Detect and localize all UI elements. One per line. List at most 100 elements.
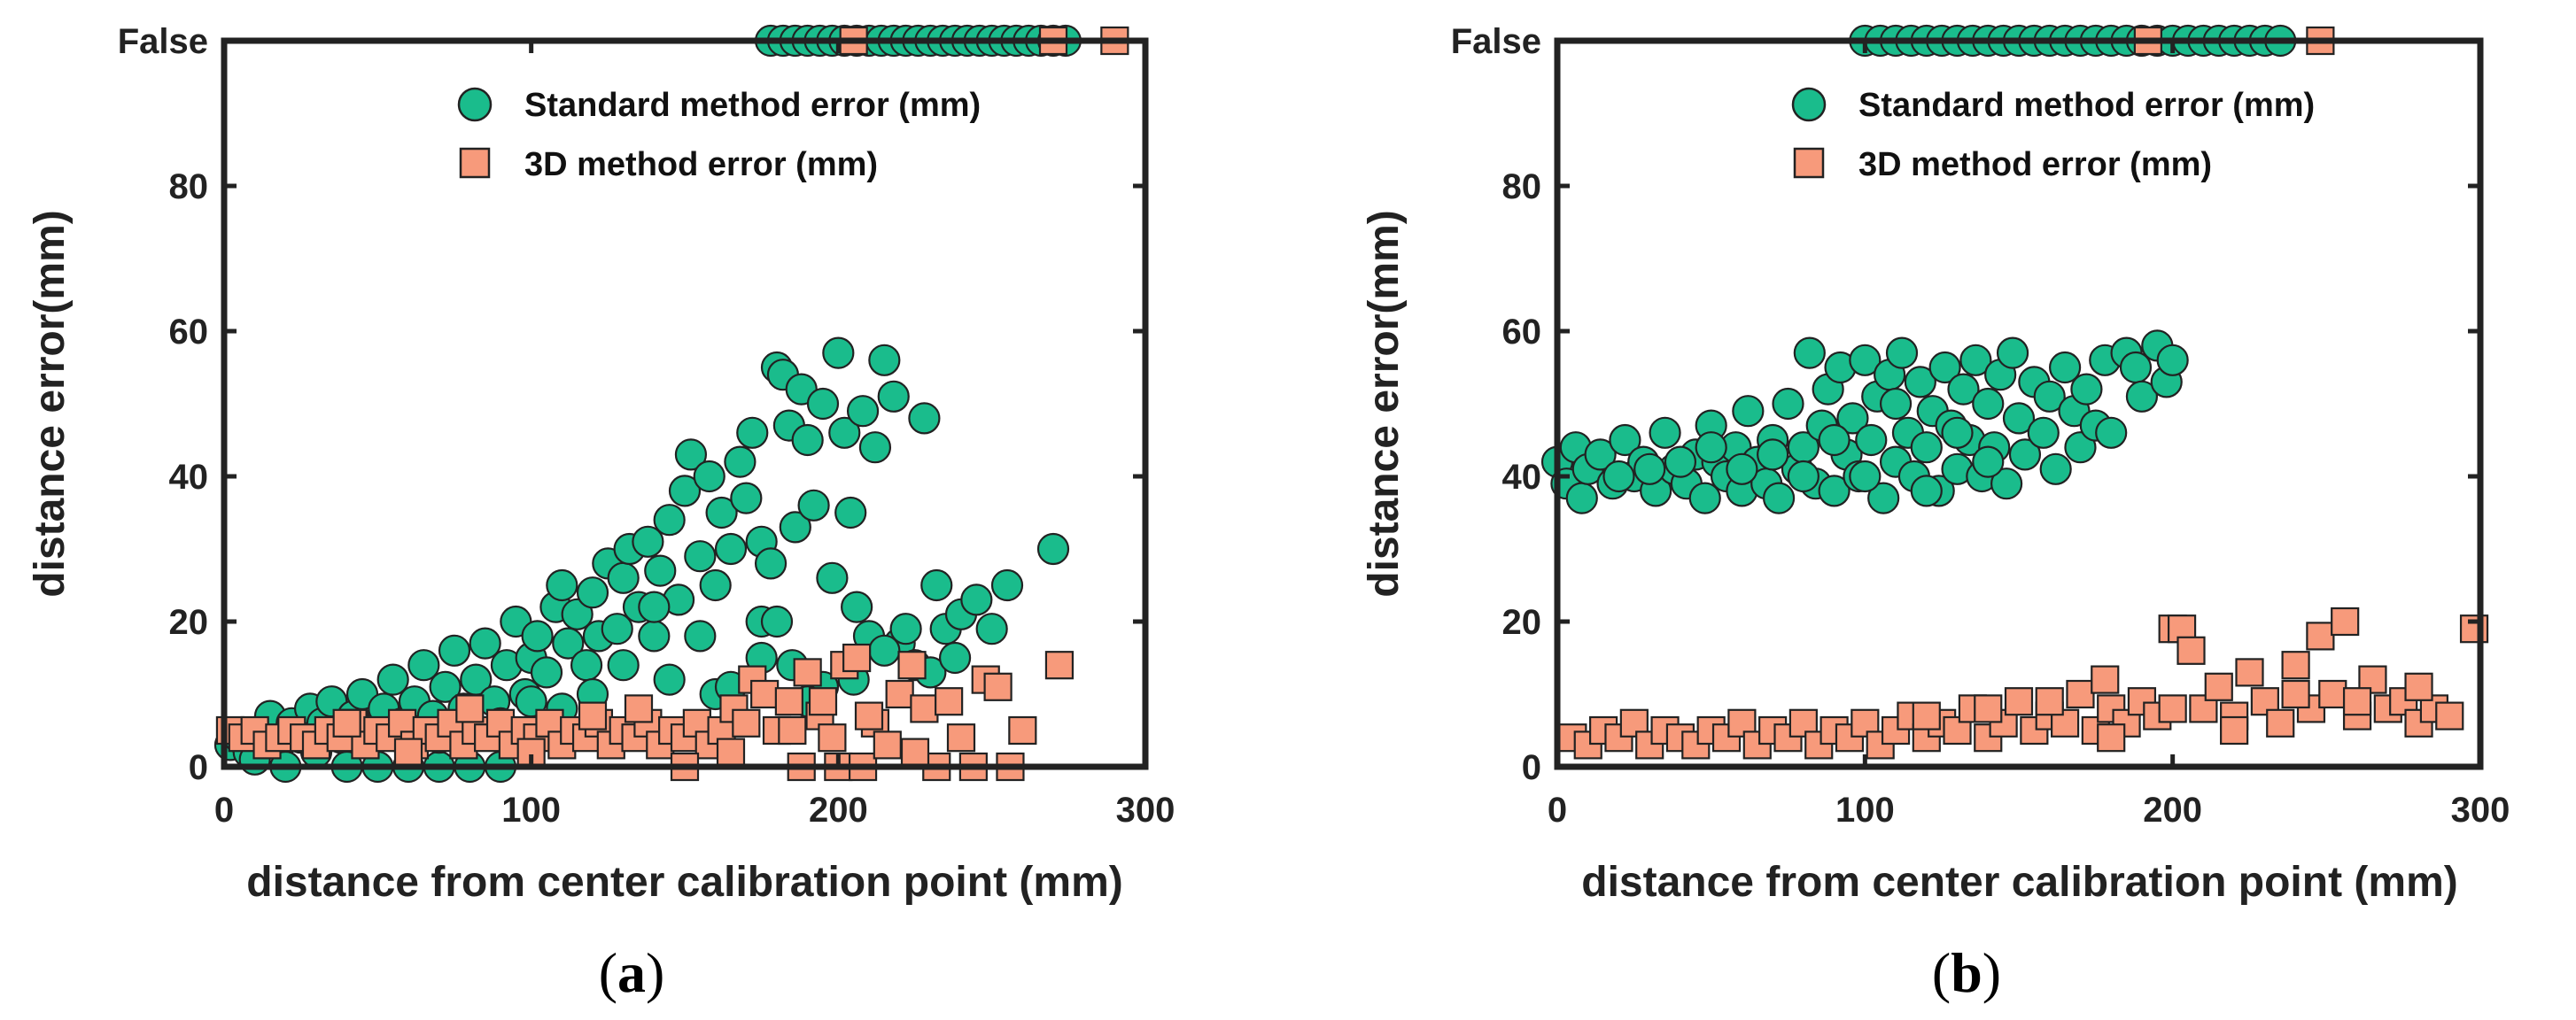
3d-error-point <box>455 694 485 723</box>
standard-error-point <box>601 613 633 645</box>
3d-error-point <box>716 738 746 767</box>
3d-error-point <box>2281 651 2310 680</box>
standard-error-point <box>1688 482 1721 514</box>
standard-error-point <box>521 620 554 653</box>
standard-error-point <box>705 496 738 529</box>
3d-error-point <box>1851 708 1880 738</box>
standard-error-point <box>429 670 462 703</box>
3d-error-point <box>1943 715 1972 746</box>
standard-error-point <box>2049 351 2082 384</box>
3d-error-point <box>2035 687 2064 716</box>
3d-error-point <box>900 738 930 767</box>
x-tick-label: 200 <box>2143 791 2202 830</box>
standard-error-point <box>638 620 671 653</box>
standard-error-point <box>1947 373 1980 406</box>
x-tick-label: 0 <box>214 791 234 830</box>
3d-error-point <box>774 687 803 716</box>
standard-error-point <box>724 445 757 478</box>
y-tick-label: 80 <box>169 167 209 206</box>
standard-error-point <box>2156 344 2189 376</box>
y-axis-ticks: 0 20 40 60 80 False <box>1451 22 2480 787</box>
3d-error-point <box>1044 651 1075 680</box>
y-tick-label: 20 <box>169 603 209 642</box>
3d-error-point <box>2250 687 2279 716</box>
standard-error-point <box>816 561 849 594</box>
3d-error-point <box>1835 723 1865 753</box>
3d-error-point <box>2158 694 2187 723</box>
standard-error-point <box>2064 431 2097 464</box>
standard-error-point <box>1649 416 1681 449</box>
3d-error-point <box>2331 607 2360 637</box>
x-tick-label: 100 <box>1835 791 1895 830</box>
standard-error-point <box>546 568 578 602</box>
standard-error-point <box>1793 336 1826 369</box>
legend-label-3d: 3D method error (mm) <box>524 146 878 183</box>
3d-error-point <box>393 738 423 767</box>
standard-error-point <box>1584 438 1617 471</box>
3d-error-point <box>793 658 822 687</box>
3d-error-point <box>842 643 872 673</box>
standard-error-point <box>1885 336 1919 369</box>
standard-error-point <box>1787 460 1819 493</box>
standard-error-point <box>570 649 603 682</box>
3d-error-point <box>778 715 807 746</box>
standard-error-point <box>1849 460 1882 493</box>
y-tick-label: 0 <box>1522 748 1541 787</box>
3d-error-point <box>854 701 884 730</box>
3d-error-point <box>2091 665 2120 694</box>
standard-error-point <box>552 627 585 660</box>
standard-error-point <box>561 598 594 630</box>
standard-error-point <box>822 336 855 369</box>
standard-error-point <box>736 416 769 449</box>
x-axis-label: distance from center calibration point (… <box>246 859 1122 906</box>
x-tick-label: 300 <box>2451 791 2510 830</box>
panel-label-open: ( <box>599 941 617 1004</box>
standard-error-point <box>576 576 609 609</box>
standard-error-point <box>779 511 811 544</box>
standard-error-point <box>760 605 794 638</box>
x-tick-label: 200 <box>809 791 868 830</box>
panel-label: (b) <box>1932 941 2001 1004</box>
standard-error-point <box>889 613 922 645</box>
standard-error-point <box>714 532 748 566</box>
standard-error-point <box>653 504 686 537</box>
3d-error-point <box>897 651 927 680</box>
standard-error-point <box>806 387 840 421</box>
standard-error-point <box>684 620 717 653</box>
3d-error-point <box>2066 679 2095 709</box>
standard-error-point <box>2002 402 2036 435</box>
legend-label-standard: Standard method error (mm) <box>1858 87 2315 124</box>
panel-label-close: ) <box>646 941 664 1004</box>
standard-error-point <box>1867 482 1900 514</box>
plot-frame <box>1554 37 2484 770</box>
3d-error-point <box>2204 672 2233 701</box>
y-axis-label: distance error(mm) <box>1361 210 1408 597</box>
standard-error-point <box>407 649 440 682</box>
y-tick-label: False <box>1451 22 1541 61</box>
y-axis-ticks: 0 20 40 60 80 False <box>118 22 1145 787</box>
x-tick-label: 0 <box>1548 791 1567 830</box>
standard-error-point <box>1664 445 1697 478</box>
legend-label-3d: 3D method error (mm) <box>1858 146 2212 183</box>
x-axis-ticks: 0 100 200 300 <box>1548 41 2510 830</box>
y-tick-label: 0 <box>189 748 208 787</box>
standard-error-point <box>1818 423 1851 457</box>
3d-error-point <box>2404 672 2433 701</box>
standard-error-point <box>1565 482 1598 514</box>
standard-error-point <box>376 663 409 696</box>
standard-error-point <box>1996 336 2029 369</box>
3d-error-point <box>2306 622 2335 651</box>
standard-error-point <box>920 568 953 602</box>
3d-error-point <box>1573 730 1602 760</box>
standard-error-point <box>2039 452 2072 485</box>
standard-error-point <box>834 496 867 529</box>
3d-error-point <box>1008 715 1037 746</box>
standard-error-point <box>607 649 640 682</box>
y-axis-label: distance error(mm) <box>27 210 74 597</box>
x-tick-label: 300 <box>1116 791 1175 830</box>
standard-error-point <box>938 641 972 675</box>
standard-error-point <box>607 561 640 594</box>
standard-error-point <box>530 656 563 689</box>
x-axis-label: distance from center calibration point (… <box>1581 859 2457 906</box>
3d-error-point <box>2281 679 2310 709</box>
